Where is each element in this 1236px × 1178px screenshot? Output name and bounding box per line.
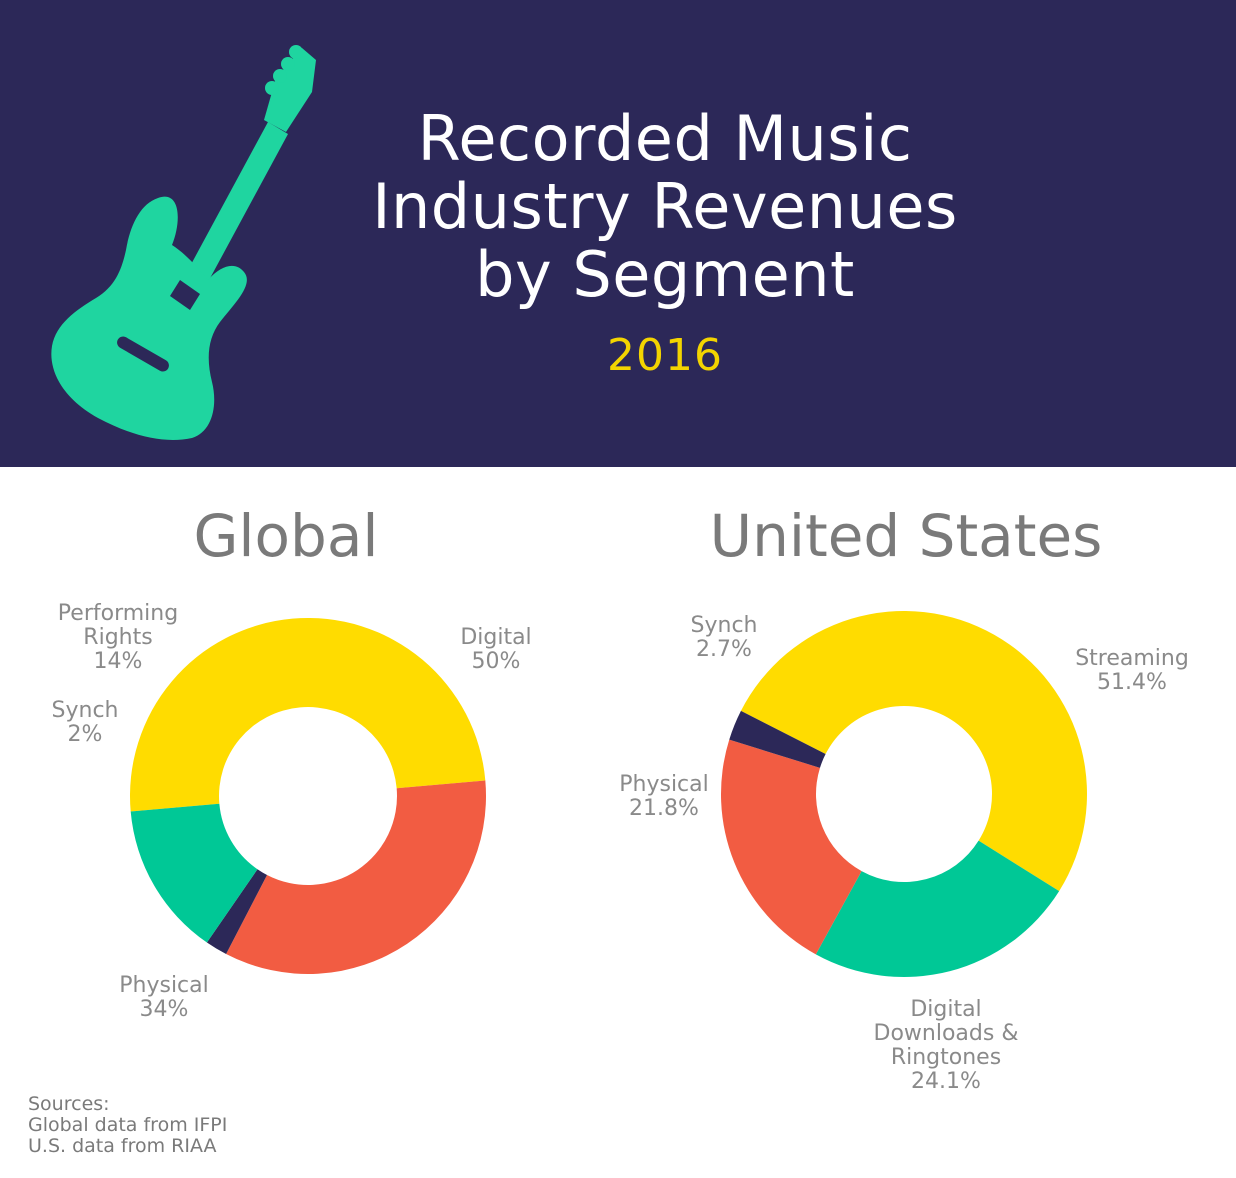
- us-slice-digital-downloads-ringtones: [815, 840, 1060, 978]
- title-line-3: by Segment: [475, 238, 855, 311]
- global-label-performing-value: 14%: [94, 649, 143, 674]
- us-label-physical-name: Physical: [619, 772, 709, 797]
- us-label-downloads-name-3: Ringtones: [891, 1045, 1001, 1070]
- sources-note: Sources: Global data from IFPI U.S. data…: [28, 1094, 227, 1157]
- global-donut: [130, 617, 487, 974]
- guitar-icon: [51, 45, 316, 440]
- global-slice-physical: [226, 780, 487, 974]
- title-line-2: Industry Revenues: [372, 170, 958, 243]
- us-slice-streaming: [740, 611, 1087, 892]
- us-slice-synch: [729, 710, 826, 768]
- us-label-physical-value: 21.8%: [629, 796, 699, 821]
- us-slice-physical: [721, 739, 862, 955]
- us-donut: [721, 611, 1087, 978]
- global-label-synch-value: 2%: [68, 722, 103, 747]
- us-label-downloads-name-2: Downloads &: [874, 1021, 1019, 1046]
- sources-heading: Sources:: [28, 1093, 110, 1115]
- global-slice-digital: [130, 617, 486, 812]
- sources-global: Global data from IFPI: [28, 1114, 228, 1136]
- global-label-digital-value: 50%: [472, 649, 521, 674]
- us-label-synch-value: 2.7%: [696, 637, 752, 662]
- header-banner: Recorded Music Industry Revenues by Segm…: [0, 0, 1236, 467]
- title-line-1: Recorded Music: [417, 102, 913, 175]
- global-slice-performing-rights: [130, 803, 258, 943]
- global-label-performing-name-1: Performing: [58, 601, 178, 626]
- year-label: 2016: [607, 330, 723, 381]
- us-label-downloads-name-1: Digital: [910, 997, 981, 1022]
- global-slice-synch: [206, 869, 268, 955]
- us-label-synch-name: Synch: [691, 613, 758, 638]
- global-label-performing-name-2: Rights: [83, 625, 152, 650]
- us-label-streaming-value: 51.4%: [1097, 670, 1167, 695]
- global-label-digital-name: Digital: [460, 625, 531, 650]
- global-chart-title: Global: [193, 502, 379, 570]
- us-label-downloads-value: 24.1%: [911, 1069, 981, 1094]
- global-label-synch-name: Synch: [52, 698, 119, 723]
- page-title: Recorded Music Industry Revenues by Segm…: [330, 105, 1000, 309]
- global-label-physical-name: Physical: [119, 973, 209, 998]
- us-chart-title: United States: [709, 502, 1103, 570]
- us-label-streaming-name: Streaming: [1075, 646, 1189, 671]
- sources-us: U.S. data from RIAA: [28, 1135, 217, 1157]
- global-label-physical-value: 34%: [140, 997, 189, 1022]
